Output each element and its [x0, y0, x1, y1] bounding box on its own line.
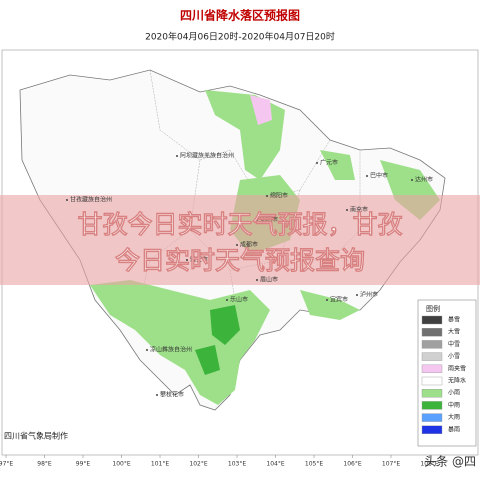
overlay-band: [0, 195, 480, 285]
lon-label: 104°E: [266, 461, 284, 468]
legend-swatch: [421, 315, 443, 325]
overlay-text: 今日实时天气预报查询: [115, 246, 365, 275]
place-dot: [316, 162, 318, 164]
place-dot: [411, 179, 413, 181]
lon-label: 100°E: [112, 461, 130, 468]
place-label: 广元市: [320, 159, 338, 167]
legend-swatch: [421, 352, 443, 361]
legend-label: 大雨: [448, 413, 460, 421]
lon-label: 98°E: [37, 461, 52, 468]
legend-label: 小雨: [448, 389, 460, 397]
legend-label: 暴雪: [448, 317, 460, 324]
legend-label: 小雪: [448, 352, 460, 360]
place-label: 南充市: [350, 206, 368, 214]
legend-swatch: [421, 413, 443, 422]
legend-label: 中雨: [448, 401, 460, 409]
legend-swatch: [421, 425, 443, 434]
place-label: 攀枝花市: [160, 391, 184, 399]
place-label: 绵阳市: [270, 192, 288, 200]
place-label: 德阳市: [260, 216, 278, 224]
legend-swatch: [421, 328, 443, 337]
place-dot: [226, 299, 228, 301]
lon-label: 108°E: [420, 461, 438, 468]
place-dot: [156, 394, 158, 396]
legend-swatch: [421, 340, 443, 349]
place-dot: [346, 209, 348, 211]
place-label: 乐山市: [230, 296, 248, 304]
place-label: 凉山彝族自治州: [150, 346, 192, 354]
place-label: 甘孜藏族自治州: [70, 196, 112, 204]
place-label: 阿坝藏族羌族自治州: [180, 152, 234, 160]
legend-swatch: [421, 389, 443, 398]
legend-swatch: [421, 401, 443, 410]
legend-label: 雨夹雪: [448, 364, 466, 372]
subtitle: 2020年04月06日20时-2020年04月07日20时: [145, 31, 335, 43]
lon-label: 105°E: [305, 461, 323, 468]
credit: 四川省气象局制作: [4, 431, 68, 441]
legend-label: 无降水: [448, 377, 466, 385]
title: 四川省降水落区预报图: [180, 8, 300, 23]
legend-swatch: [421, 364, 443, 373]
place-dot: [146, 349, 148, 351]
place-dot: [236, 244, 238, 246]
lon-label: 99°E: [76, 461, 91, 468]
lon-label: 103°E: [228, 461, 246, 468]
legend-label: 暴雨: [448, 426, 460, 433]
place-dot: [176, 155, 178, 157]
overlay-text: 甘孜今日实时天气预报，甘孜: [77, 210, 403, 239]
lon-label: 107°E: [382, 461, 400, 468]
place-label: 雅安市: [190, 256, 208, 264]
lon-label: 101°E: [151, 461, 169, 468]
legend-title: 图例: [426, 304, 440, 313]
moderate-rain-areas: [195, 305, 240, 375]
place-label: 成都市: [240, 241, 258, 249]
place-dot: [326, 299, 328, 301]
watermark: 头条 @四: [424, 455, 476, 469]
legend-swatch: [421, 376, 443, 386]
place-dot: [256, 219, 258, 221]
legend-label: 中雪: [448, 340, 460, 348]
place-dot: [366, 175, 368, 177]
place-label: 宜宾市: [330, 296, 348, 304]
place-dot: [66, 199, 68, 201]
lon-label: 97°E: [0, 461, 13, 468]
place-label: 达州市: [415, 176, 433, 184]
place-dot: [266, 195, 268, 197]
place-dot: [256, 279, 258, 281]
sleet-areas: [250, 95, 272, 125]
place-dot: [186, 259, 188, 261]
place-label: 眉山市: [260, 276, 278, 284]
lon-label: 102°E: [189, 461, 207, 468]
legend-label: 大雪: [448, 328, 460, 336]
place-label: 巴中市: [370, 172, 388, 180]
place-label: 泸州市: [360, 291, 378, 299]
lon-label: 106°E: [343, 461, 361, 468]
place-dot: [356, 294, 358, 296]
